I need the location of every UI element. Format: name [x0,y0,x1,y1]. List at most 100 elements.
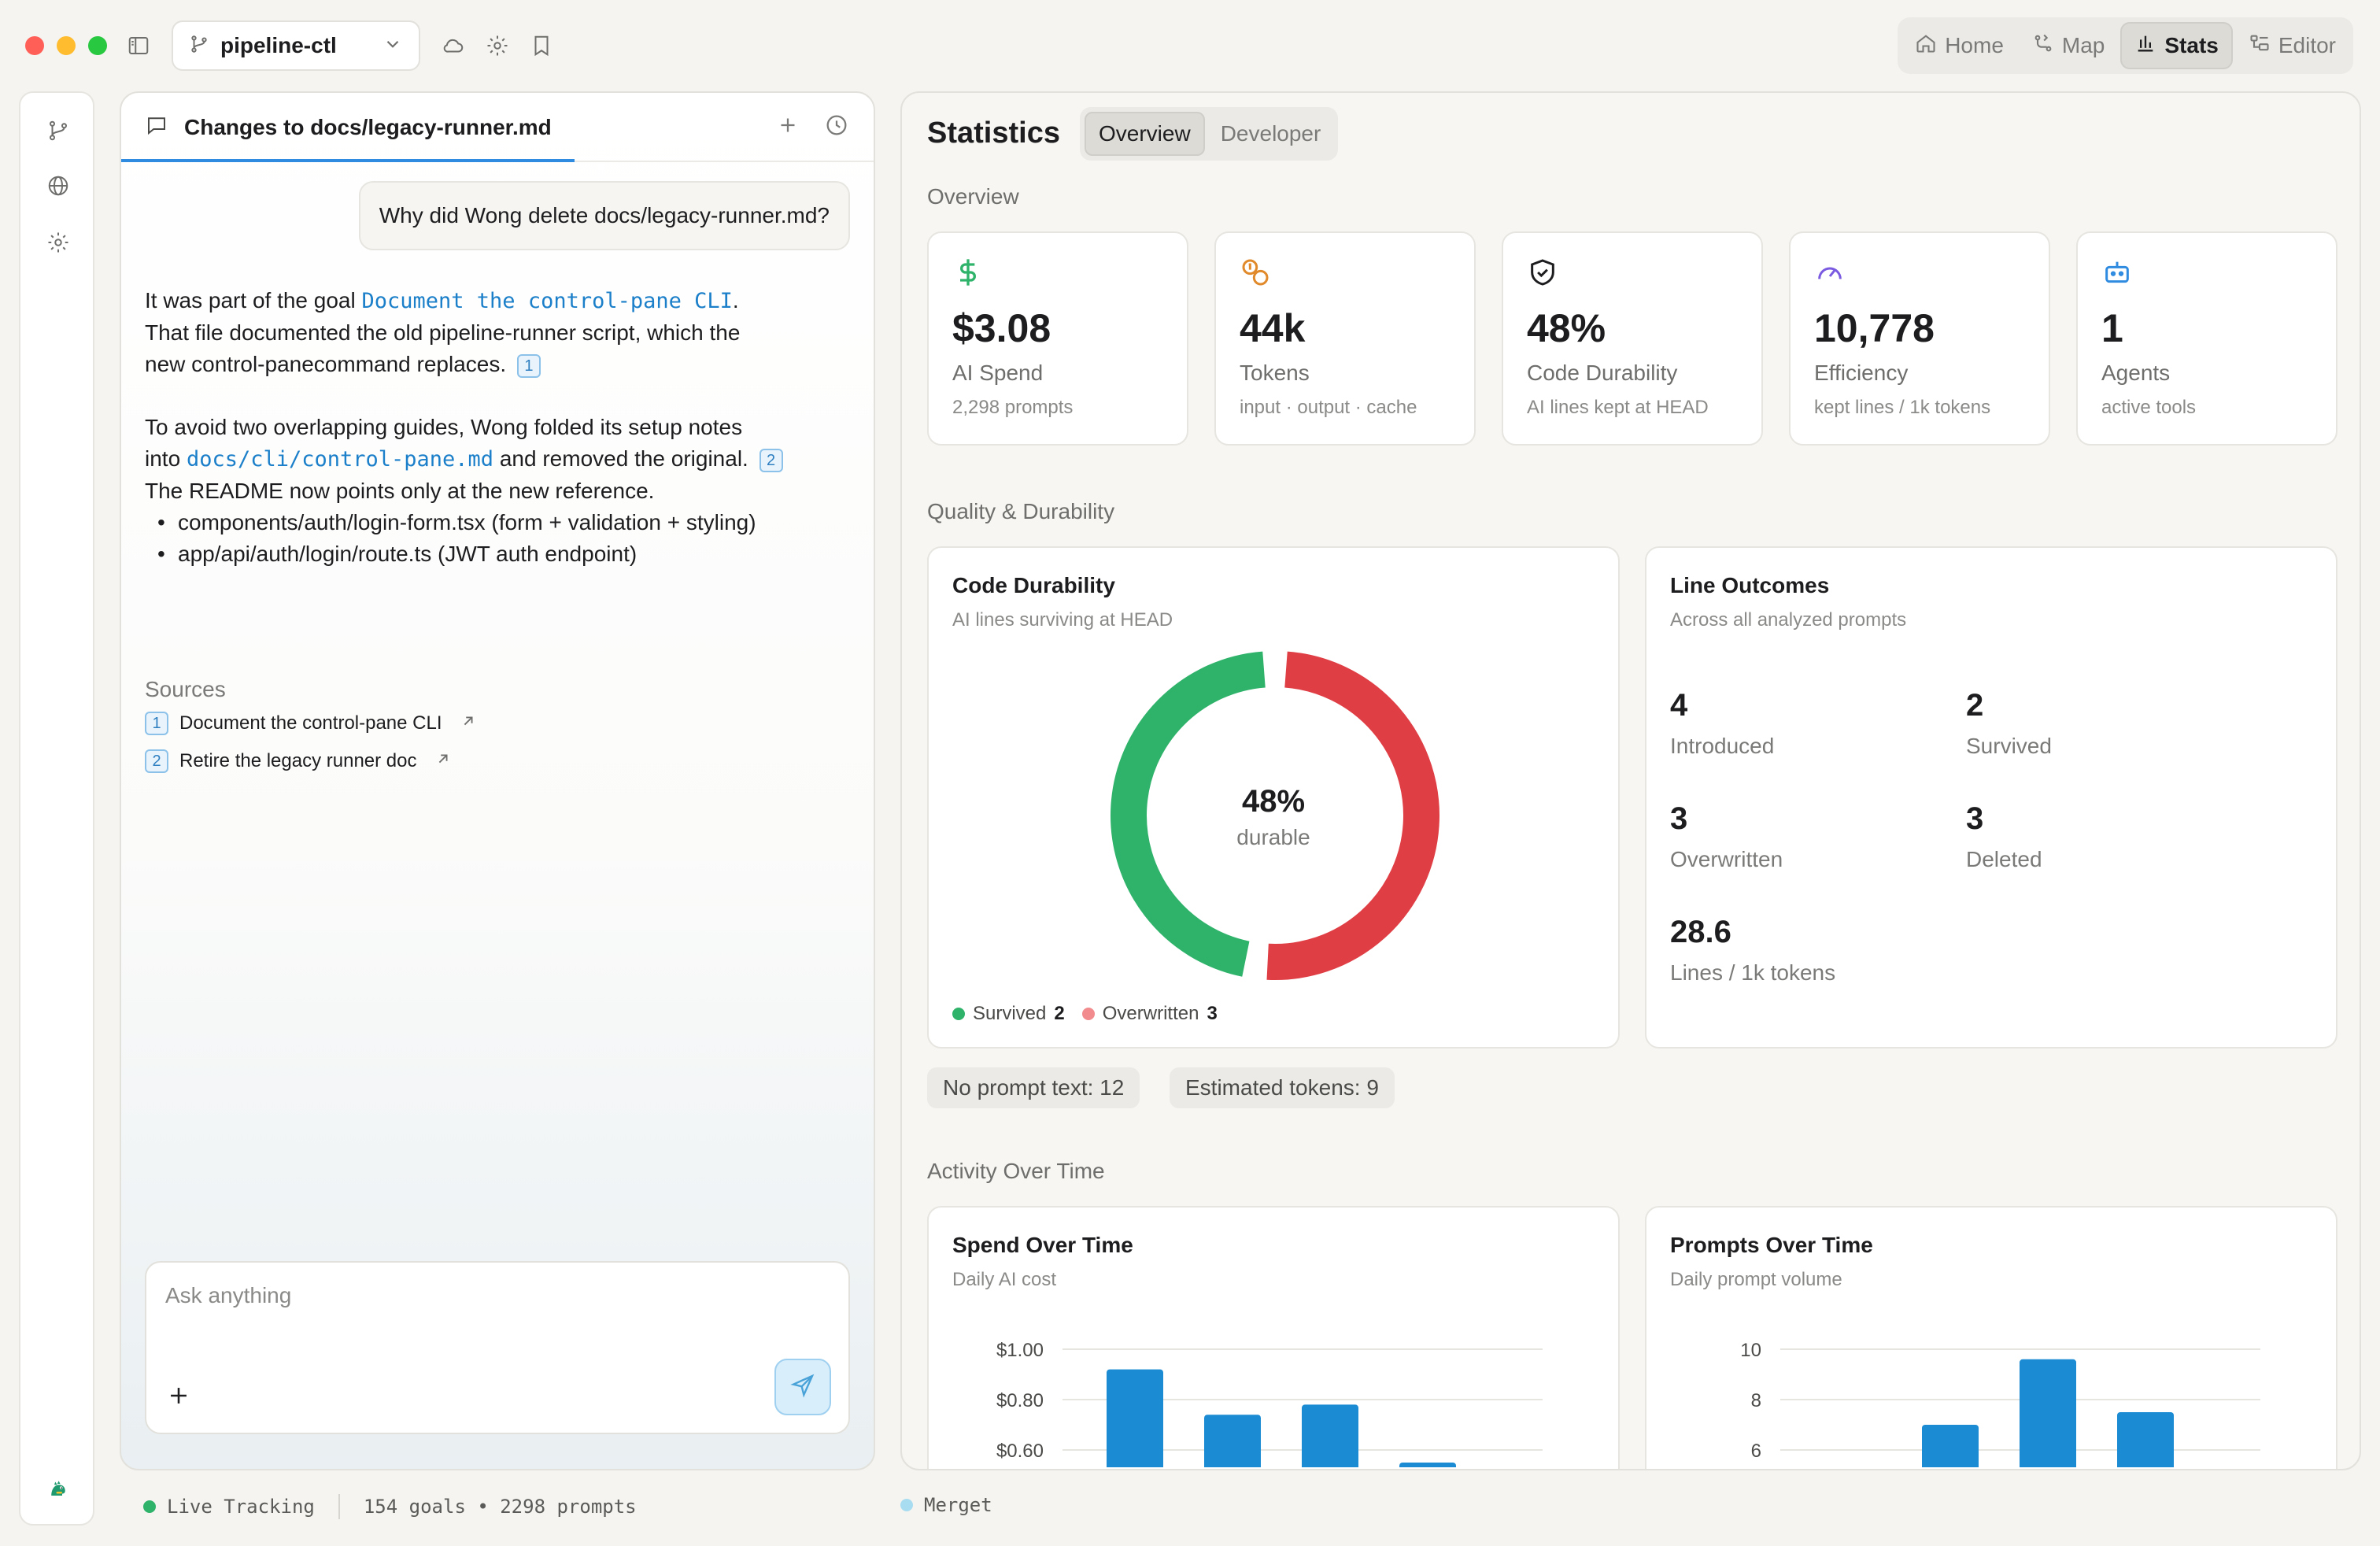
chat-tab[interactable]: Changes to docs/legacy-runner.md [145,110,552,145]
kpi-sub: active tools [2101,397,2197,418]
send-icon [790,1373,815,1402]
git-branch-icon[interactable] [44,117,72,145]
nav-home[interactable]: Home [1902,22,2016,69]
legend-item-overwritten: Overwritten 3 [1081,1003,1218,1025]
cloud-icon[interactable] [439,31,468,60]
nav-home-label: Home [1945,33,2004,57]
card-subtitle: Across all analyzed prompts [1670,609,1907,631]
user-message: Why did Wong delete docs/legacy-runner.m… [358,181,850,250]
bar[interactable] [1399,1463,1456,1467]
y-tick-label: 8 [1751,1390,1761,1411]
outcome-label: Lines / 1k tokens [1670,960,1836,985]
status-pill: Estimated tokens: 9 [1170,1067,1395,1108]
chart-legend: Survived 2 Overwritten 3 [952,1003,1218,1025]
card-title: Code Durability [952,573,1115,597]
live-status-dot [143,1500,156,1513]
answer-text: . [732,288,739,313]
attach-plus-icon[interactable] [165,1382,192,1409]
send-button[interactable] [774,1359,831,1415]
kpi-sub: 2,298 prompts [952,397,1074,418]
section-quality: Quality & Durability [927,499,1115,523]
file-link[interactable]: docs/cli/control-pane.md [186,447,494,472]
kpi-name: Efficiency [1814,361,1909,385]
legend-label: Overwritten [1102,1003,1199,1024]
outcome-label: Introduced [1670,734,1775,758]
source-label: Document the control-pane CLI [179,712,442,734]
tab-developer[interactable]: Developer [1220,121,1321,146]
legend-dot [1081,1008,1095,1020]
status-bar: Live Tracking 154 goals • 2298 prompts [143,1494,637,1519]
card-subtitle: Daily prompt volume [1670,1269,1842,1290]
bookmark-icon[interactable] [527,31,556,60]
nav-stats[interactable]: Stats [2120,22,2233,69]
kpi-value: 48% [1527,306,1606,350]
nav-stats-label: Stats [2164,33,2219,57]
outcome-value: 3 [1670,801,1688,836]
status-pill: No prompt text: 12 [927,1067,1140,1108]
nav-editor[interactable]: Editor [2236,22,2349,69]
new-chat-icon[interactable] [774,112,801,142]
history-icon[interactable] [823,112,850,142]
legend-label: Survived [973,1003,1047,1024]
source-link[interactable]: 2 Retire the legacy runner doc [145,749,452,773]
nav-editor-label: Editor [2278,33,2336,57]
sidebar-toggle-icon[interactable] [124,31,153,60]
nav-map[interactable]: Map [2020,22,2117,69]
repo-selector[interactable]: pipeline-ctl [172,20,420,71]
globe-icon[interactable] [44,172,72,200]
chevron-down-icon [382,34,403,58]
legend-item-survived: Survived 2 [952,1003,1065,1025]
settings-icon[interactable] [483,31,512,60]
bar[interactable] [1107,1369,1163,1467]
card-subtitle: Daily AI cost [952,1269,1057,1290]
mascot-avatar-icon[interactable] [39,1469,77,1507]
source-link[interactable]: 1 Document the control-pane CLI [145,712,477,735]
composer-input[interactable]: Ask anything [165,1283,292,1307]
tab-overview[interactable]: Overview [1085,112,1205,156]
citation-badge[interactable]: 2 [759,448,783,472]
bar[interactable] [1204,1415,1261,1467]
live-tracking-label: Live Tracking [167,1496,315,1518]
donut-slice-survived [1111,651,1266,977]
sources-heading: Sources [145,677,226,701]
prompts-over-time-card: Prompts Over Time Daily prompt volume 10… [1645,1206,2338,1469]
donut-center-label: durable [1236,825,1310,849]
outcome-value: 2 [1966,688,1984,723]
settings-icon[interactable] [44,228,72,257]
brand-label: Merget [924,1494,992,1516]
chat-composer[interactable]: Ask anything [145,1261,850,1434]
outcome-label: Overwritten [1670,847,1783,871]
y-tick-label: $0.80 [996,1390,1044,1411]
kpi-value: 44k [1240,306,1306,350]
legend-count: 2 [1054,1003,1065,1024]
kpi-name: Agents [2101,361,2171,385]
goals-prompts-count: 154 goals • 2298 prompts [363,1496,637,1518]
goal-link[interactable]: Document the control-pane CLI [361,289,733,313]
answer-text: That file documented the old pipeline-ru… [145,320,741,345]
minimize-window-button[interactable] [57,36,76,55]
top-navigation: Home Map Stats Editor [1898,17,2353,74]
kpi-card-durability: 48% Code Durability AI lines kept at HEA… [1502,231,1763,446]
bar[interactable] [1922,1425,1979,1467]
list-item: components/auth/login-form.tsx (form + v… [145,507,837,538]
repo-name: pipeline-ctl [220,33,337,57]
bar[interactable] [1302,1404,1358,1467]
card-title: Line Outcomes [1670,573,1830,597]
citation-badge[interactable]: 1 [516,353,541,378]
close-window-button[interactable] [25,36,44,55]
bar-chart-icon [2134,32,2156,60]
legend-dot [952,1008,965,1020]
active-tab-indicator [121,159,575,162]
outcome-value: 3 [1966,801,1984,836]
chat-bubble-icon [145,113,168,142]
kpi-card-efficiency: 10,778 Efficiency kept lines / 1k tokens [1789,231,2050,446]
shield-icon [1527,257,1558,288]
kpi-sub: kept lines / 1k tokens [1814,397,1991,418]
bar[interactable] [2020,1359,2076,1467]
statistics-panel: Statistics Overview Developer Overview $… [900,91,2361,1470]
y-tick-label: 10 [1740,1340,1761,1361]
chat-panel: Changes to docs/legacy-runner.md Why did… [120,91,875,1470]
bar[interactable] [2117,1412,2174,1467]
outcome-label: Survived [1966,734,2052,758]
zoom-window-button[interactable] [88,36,107,55]
